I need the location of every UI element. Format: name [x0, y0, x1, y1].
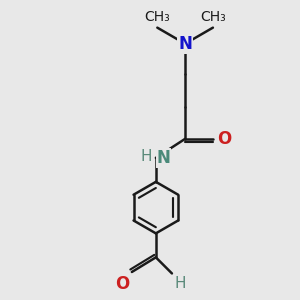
- Text: O: O: [115, 275, 129, 293]
- Text: O: O: [217, 130, 232, 148]
- Text: H: H: [141, 149, 152, 164]
- Text: N: N: [178, 35, 192, 53]
- Text: CH₃: CH₃: [200, 10, 226, 24]
- Text: N: N: [156, 149, 170, 167]
- Text: H: H: [175, 276, 186, 291]
- Text: CH₃: CH₃: [144, 10, 170, 24]
